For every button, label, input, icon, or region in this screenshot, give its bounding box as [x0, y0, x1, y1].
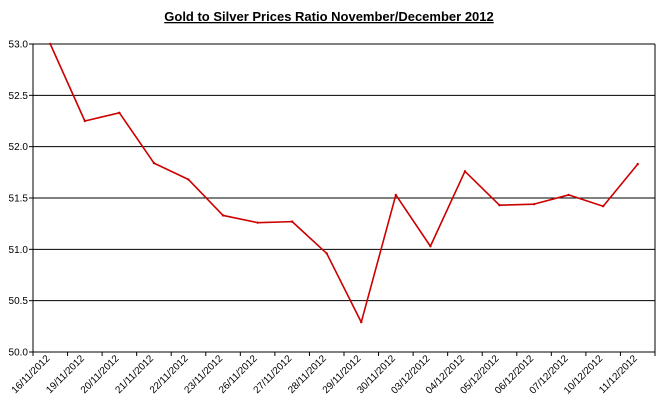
data-point — [83, 119, 87, 123]
data-point — [152, 161, 156, 165]
data-point — [290, 220, 294, 223]
data-point — [49, 42, 52, 46]
gridlines — [33, 43, 655, 353]
series-line — [49, 43, 639, 324]
chart-title: Gold to Silver Prices Ratio November/Dec… — [164, 9, 493, 24]
data-point — [601, 205, 605, 208]
data-point — [118, 111, 121, 114]
data-point — [567, 193, 570, 197]
y-axis-ticks: 50.0 50.5 51.0 51.5 52.0 52.5 53.0 — [9, 40, 29, 359]
y-tick-label: 53.0 — [9, 40, 29, 51]
y-tick-label: 51.0 — [9, 245, 29, 256]
data-point — [256, 221, 259, 224]
data-point — [429, 245, 432, 248]
data-point — [394, 193, 398, 197]
data-point — [463, 170, 467, 173]
x-axis-ticks: 16/11/201219/11/201220/11/201221/11/2012… — [10, 353, 640, 396]
series-layer — [49, 42, 639, 324]
data-point — [221, 214, 225, 217]
y-tick-label: 50.0 — [9, 348, 29, 359]
y-tick-label: 52.5 — [9, 91, 29, 102]
axes — [29, 43, 656, 356]
y-tick-label: 51.5 — [9, 194, 29, 205]
y-tick-label: 50.5 — [9, 296, 29, 307]
data-point — [498, 203, 501, 207]
data-point — [636, 162, 639, 166]
data-point — [360, 321, 363, 324]
y-tick-label: 52.0 — [9, 142, 29, 153]
data-point — [325, 252, 328, 255]
data-point — [187, 178, 190, 181]
data-point — [532, 202, 536, 206]
